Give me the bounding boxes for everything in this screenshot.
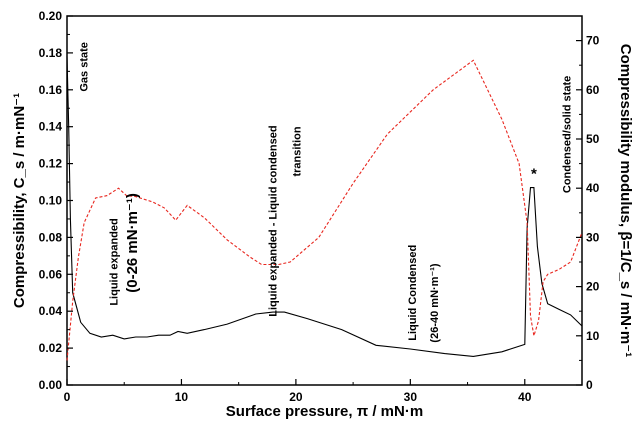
x-tick-label: 20 <box>289 390 303 404</box>
y-right-tick-label: 60 <box>586 83 600 97</box>
y-right-tick-label: 70 <box>586 34 600 48</box>
annotation-label: * <box>531 165 537 182</box>
y-left-tick-label: 0.08 <box>39 230 63 244</box>
annotations-layer: Gas state Liquid expanded (0-26 mN·m⁻¹) Liq… <box>79 42 574 342</box>
annotation-label: transition <box>291 126 303 176</box>
y-left-tick-label: 0.20 <box>39 9 63 23</box>
y-right-tick-label: 20 <box>586 280 600 294</box>
y-left-tick-label: 0.02 <box>39 341 63 355</box>
y-left-tick-label: 0.18 <box>39 46 63 60</box>
y-left-tick-label: 0.10 <box>39 194 63 208</box>
annotation-label: Liquid expanded <box>108 218 120 305</box>
annotation-label: (0-26 mN·m⁻¹) <box>124 193 141 293</box>
annotation-label: (26-40 mN·m⁻¹) <box>429 263 441 342</box>
x-tick-label: 0 <box>64 390 71 404</box>
y-left-tick-label: 0.00 <box>39 378 63 392</box>
x-tick-label: 40 <box>518 390 532 404</box>
y-left-tick-label: 0.04 <box>39 304 63 318</box>
series-line-modulus <box>66 59 583 361</box>
annotation-label: Liquid expanded - Liquid condensed <box>267 125 279 316</box>
y-left-tick-label: 0.12 <box>39 157 63 171</box>
y-right-axis-title: Compressibility modulus, β=1/C_s / mN·m⁻… <box>617 44 634 357</box>
x-axis-title: Surface pressure, π / mN·m <box>226 403 423 420</box>
y-left-axis-title: Compressibility, C_s / m·mN⁻¹ <box>11 93 28 308</box>
annotation-label: Condensed/solid state <box>562 76 574 193</box>
plot-border <box>66 15 583 386</box>
y-left-tick-label: 0.16 <box>39 83 63 97</box>
annotation-label: Liquid Condensed <box>407 245 419 341</box>
ticks-layer: 0 10 20 30 40 0.00 0.02 0.04 0.06 0.08 0.10 0.12 0.1… <box>39 9 600 404</box>
y-left-tick-label: 0.14 <box>39 120 63 134</box>
y-right-tick-label: 50 <box>586 132 600 146</box>
axis-titles: Surface pressure, π / mN·m Compressibilit… <box>11 44 634 420</box>
x-tick-label: 30 <box>404 390 418 404</box>
series-layer <box>66 56 583 361</box>
plot-frame <box>66 15 583 386</box>
series-line-compressibility <box>66 56 583 357</box>
y-right-tick-label: 30 <box>586 230 600 244</box>
y-left-tick-label: 0.06 <box>39 267 63 281</box>
y-right-tick-label: 40 <box>586 181 600 195</box>
annotation-label: Gas state <box>79 42 91 92</box>
y-right-tick-label: 0 <box>586 378 593 392</box>
y-right-tick-label: 10 <box>586 329 600 343</box>
x-tick-label: 10 <box>175 390 189 404</box>
